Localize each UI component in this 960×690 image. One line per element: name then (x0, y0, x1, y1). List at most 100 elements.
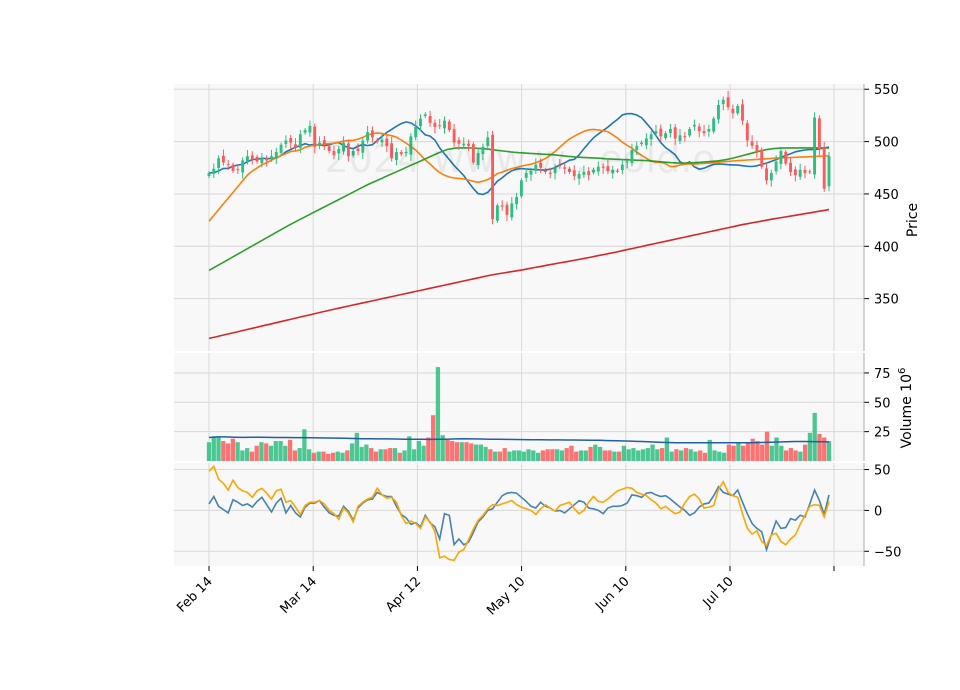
candle-body (644, 138, 648, 146)
volume-bar (421, 445, 426, 461)
candle-body (688, 129, 692, 136)
candle-body (558, 165, 562, 167)
volume-bar (631, 448, 636, 461)
volume-bar (388, 448, 393, 461)
volume-bar (698, 450, 703, 461)
volume-bar (764, 431, 770, 461)
volume-axis-label-base: 10 (899, 374, 915, 392)
volume-bar (354, 432, 359, 461)
candle-body (414, 126, 418, 138)
candle-body (246, 156, 249, 162)
price-tick-label: 400 (874, 240, 899, 255)
volume-bar (445, 439, 450, 461)
candle-body (207, 173, 211, 177)
volume-bar (369, 448, 374, 461)
watermark: 2024 www.w...eold.o (324, 137, 715, 181)
volume-bar (807, 432, 813, 461)
volume-bar (278, 441, 283, 461)
candle-body (342, 142, 346, 152)
volume-bar (431, 415, 436, 461)
volume-bar (564, 448, 569, 461)
volume-bar (225, 443, 231, 461)
volume-bar (555, 449, 560, 461)
volume-bar (583, 450, 588, 461)
volume-bar (459, 442, 464, 461)
volume-bar (473, 444, 479, 461)
volume-bar (679, 450, 684, 461)
candle-body (577, 174, 581, 179)
candle-body (495, 205, 499, 221)
volume-bar (364, 444, 369, 461)
volume-bar (683, 448, 689, 461)
price-ma-line-2 (208, 128, 830, 222)
candle-body (212, 168, 216, 174)
candle-body (481, 146, 485, 154)
volume-bar (826, 441, 832, 461)
candle-body (438, 125, 442, 127)
volume-bar (435, 367, 441, 461)
candle-body (596, 166, 600, 172)
volume-bar (440, 435, 445, 461)
volume-bar (249, 451, 255, 461)
volume-bar (426, 437, 431, 461)
volume-bar (793, 450, 798, 461)
volume-bar (469, 443, 474, 461)
candle-body (750, 141, 754, 146)
volume-tick-label: 50 (874, 396, 891, 411)
volume-bar (607, 450, 612, 461)
candle-body (298, 134, 302, 148)
candle-body (423, 114, 427, 117)
volume-bar (283, 445, 288, 461)
volume-bar (645, 448, 650, 461)
volume-bar (411, 449, 417, 461)
candle-body (798, 169, 802, 177)
volume-bar (741, 445, 746, 461)
candle-body (270, 156, 273, 159)
candle-body (592, 169, 595, 173)
candle-body (375, 139, 379, 142)
volume-axis-label-exponent: 6 (897, 368, 908, 374)
volume-bar (783, 450, 789, 461)
volume-bar (264, 443, 269, 461)
candle-body (587, 171, 591, 176)
volume-bar (478, 444, 483, 461)
candle-body (265, 158, 269, 161)
volume-bar (721, 452, 727, 461)
candle-body (717, 104, 720, 120)
candle-body (563, 167, 567, 169)
volume-bar (640, 449, 646, 461)
volume-bar (259, 442, 264, 461)
candle-body (505, 204, 509, 215)
volume-bar (345, 450, 350, 461)
candle-body (683, 136, 687, 138)
candle-body (217, 158, 221, 168)
candle-body (601, 166, 605, 168)
volume-bar (516, 450, 522, 461)
candle-body (553, 167, 557, 174)
candle-body (447, 121, 451, 131)
volume-bar (340, 452, 345, 461)
candle-body (351, 151, 355, 156)
volume-bar (674, 449, 679, 461)
volume-bar (240, 450, 245, 461)
volume-bar (483, 446, 488, 461)
candle-body (260, 158, 264, 164)
volume-bar (655, 449, 660, 461)
oscillator-line-2 (208, 464, 830, 562)
candle-body (692, 124, 696, 127)
volume-bar (688, 449, 693, 461)
candle-body (760, 149, 764, 167)
volume-bar (717, 451, 722, 461)
price-tick-label: 450 (874, 188, 899, 203)
candle-body (241, 160, 245, 173)
candle-body (822, 148, 826, 189)
candle-body (789, 162, 792, 172)
volume-bar (359, 446, 364, 461)
volume-axis-label-text: Volume (899, 396, 915, 448)
volume-bar (726, 444, 731, 461)
candle-body (534, 164, 538, 171)
candle-body (678, 135, 682, 141)
candle-body (731, 108, 735, 114)
candle-body (250, 155, 254, 160)
x-tick-label: Jul 10 (700, 574, 737, 611)
